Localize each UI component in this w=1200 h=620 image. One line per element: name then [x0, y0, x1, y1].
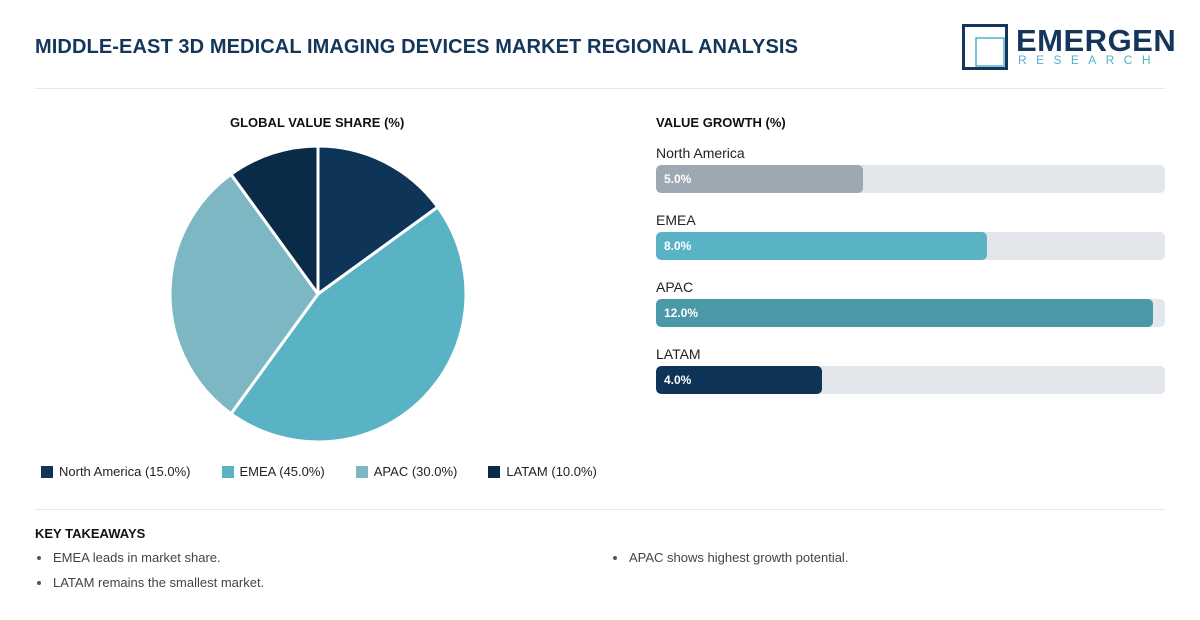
bullet-icon [613, 555, 617, 560]
takeaway-text: LATAM remains the smallest market. [53, 575, 265, 590]
bar-category-label: EMEA [656, 212, 696, 228]
top-divider [35, 88, 1165, 89]
logo-name: EMERGEN [1016, 23, 1177, 58]
bar-latam [656, 366, 822, 394]
emergen-logo: EMERGEN RESEARCH [962, 24, 1176, 72]
bar-category-label: North America [656, 145, 745, 161]
legend-label: APAC (30.0%) [373, 464, 458, 479]
legend-swatch [488, 465, 501, 478]
takeaway-text: APAC shows highest growth potential. [629, 550, 849, 565]
bar-value-label: 4.0% [664, 373, 692, 387]
legend-label: North America (15.0%) [59, 464, 191, 479]
bar-row: LATAM 4.0% [656, 344, 1166, 411]
bar-track: 4.0% [656, 366, 1165, 394]
legend-label: EMEA (45.0%) [239, 464, 325, 479]
takeaways-title: KEY TAKEAWAYS [35, 526, 146, 541]
bar-track: 5.0% [656, 165, 1165, 193]
takeaway-text: EMEA leads in market share. [53, 550, 221, 565]
bar-value-label: 8.0% [664, 239, 692, 253]
pie-slice-emea [229, 205, 468, 444]
legend-item: LATAM (10.0%) [488, 464, 597, 479]
growth-bar-chart: North America 5.0% EMEA 8.0% APAC 12.0% LATAM 4… [656, 143, 1166, 411]
pie-slice-apac [168, 172, 320, 416]
takeaway-item: LATAM remains the smallest market. [37, 575, 264, 590]
bullet-icon [37, 580, 41, 585]
bullet-icon [37, 555, 41, 560]
growth-chart-title: VALUE GROWTH (%) [656, 115, 786, 130]
bar-category-label: LATAM [656, 346, 701, 362]
bar-value-label: 5.0% [664, 172, 692, 186]
pie-chart-title: GLOBAL VALUE SHARE (%) [230, 115, 405, 130]
takeaway-item: EMEA leads in market share. [37, 550, 221, 565]
bar-track: 12.0% [656, 299, 1165, 327]
bar-emea [656, 232, 988, 260]
page-title: MIDDLE-EAST 3D MEDICAL IMAGING DEVICES M… [35, 36, 799, 58]
legend-item: North America (15.0%) [41, 464, 191, 479]
legend-swatch [221, 465, 234, 478]
pie-slice-latam [229, 144, 320, 296]
bar-value-label: 12.0% [664, 306, 699, 320]
legend-swatch [41, 465, 53, 478]
bar-north-america [656, 165, 863, 193]
pie-slice-north-america [316, 144, 440, 296]
legend-label: LATAM (10.0%) [506, 464, 597, 479]
bar-row: EMEA 8.0% [656, 210, 1166, 277]
bar-category-label: APAC [656, 279, 694, 295]
bar-row: APAC 12.0% [656, 277, 1166, 344]
bottom-divider [35, 509, 1165, 510]
bar-apac [656, 299, 1153, 327]
logo-mark-icon [962, 24, 1008, 70]
bar-row: North America 5.0% [656, 143, 1166, 210]
logo-subtitle: RESEARCH [1018, 53, 1160, 67]
takeaway-item: APAC shows highest growth potential. [613, 550, 848, 565]
pie-legend: North America (15.0%) EMEA (45.0%) APAC (3… [41, 464, 628, 479]
bar-track: 8.0% [656, 232, 1165, 260]
legend-item: APAC (30.0%) [355, 464, 458, 479]
pie-chart [168, 144, 468, 444]
legend-item: EMEA (45.0%) [221, 464, 325, 479]
legend-swatch [355, 465, 368, 478]
